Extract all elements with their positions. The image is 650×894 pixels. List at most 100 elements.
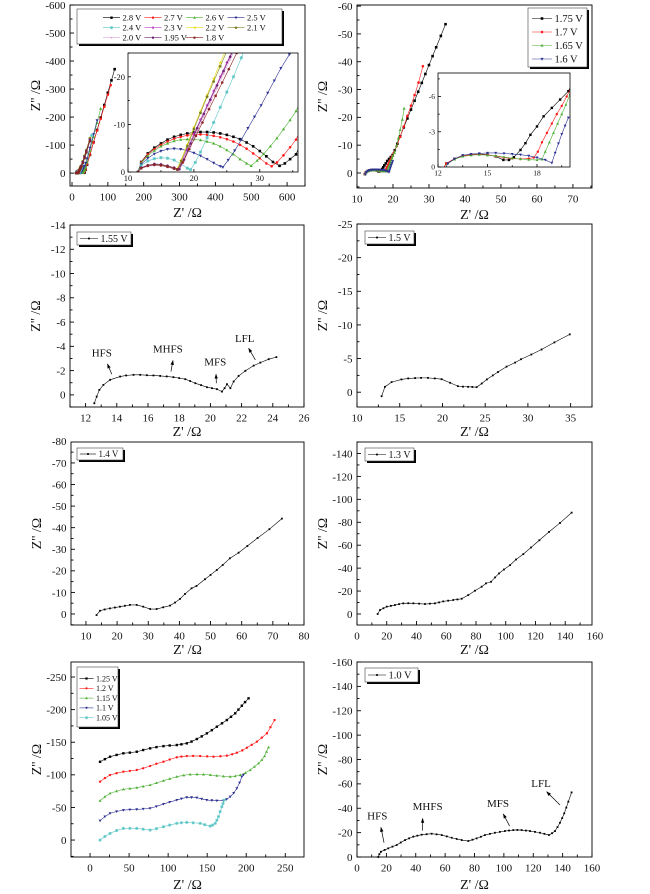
legend-entry: 1.95 V xyxy=(144,33,188,43)
y-tick-label: -200 xyxy=(46,704,67,716)
data-point xyxy=(159,142,163,145)
data-point xyxy=(508,829,510,832)
data-point xyxy=(570,791,573,794)
x-axis-label: Z' /Ω xyxy=(460,425,489,440)
data-point xyxy=(210,799,214,802)
data-point xyxy=(577,69,579,71)
data-point xyxy=(228,55,232,59)
data-point xyxy=(522,553,525,556)
x-tick-label: 120 xyxy=(525,863,542,875)
data-point xyxy=(271,160,275,164)
legend-label: 2.0 V xyxy=(123,33,143,43)
legend-marker xyxy=(193,36,196,39)
legend-marker xyxy=(376,453,378,456)
data-point xyxy=(251,152,255,155)
data-point xyxy=(208,773,212,777)
data-point xyxy=(380,395,383,398)
data-point xyxy=(90,133,94,137)
data-point xyxy=(103,834,107,839)
legend-marker xyxy=(85,677,88,680)
data-point xyxy=(208,824,212,828)
y-tick-label: -160 xyxy=(332,657,353,669)
data-point xyxy=(198,154,203,158)
series-line xyxy=(99,719,275,782)
data-point xyxy=(232,792,236,795)
data-point xyxy=(128,751,132,754)
y-tick-label: -40 xyxy=(52,523,67,535)
data-point xyxy=(409,104,413,107)
data-point xyxy=(275,356,278,359)
series-1-5-v xyxy=(380,333,571,398)
data-point xyxy=(250,743,253,747)
legend-marker xyxy=(88,237,90,240)
data-point xyxy=(200,735,203,738)
data-point xyxy=(220,81,224,84)
data-point xyxy=(442,172,445,175)
data-point xyxy=(225,754,229,757)
data-point xyxy=(83,156,86,160)
data-point xyxy=(148,747,152,750)
data-point xyxy=(211,77,215,81)
data-point xyxy=(420,81,424,85)
legend-marker xyxy=(85,716,88,720)
legend-marker xyxy=(376,674,378,676)
data-point xyxy=(288,118,292,122)
x-axis-label: Z' /Ω xyxy=(173,643,202,658)
data-point xyxy=(210,728,214,732)
annotation-lfl: LFL xyxy=(531,778,561,806)
data-point xyxy=(162,606,165,609)
data-point xyxy=(181,161,184,164)
annotation-arrow xyxy=(248,347,256,361)
legend-marker xyxy=(192,26,196,30)
y-tick-label: -40 xyxy=(338,57,353,69)
data-point xyxy=(494,151,498,155)
legend: 1.55 V xyxy=(76,231,133,247)
data-point xyxy=(220,722,224,725)
data-point xyxy=(175,821,179,825)
data-point xyxy=(238,781,242,785)
data-point xyxy=(294,109,298,113)
data-point xyxy=(413,99,416,102)
legend-label: 1.0 V xyxy=(389,671,413,682)
data-point xyxy=(560,112,564,116)
legend-entry: 2.0 V xyxy=(103,33,142,43)
data-point xyxy=(226,383,228,386)
x-tick-label: 20 xyxy=(387,194,399,206)
data-point xyxy=(148,783,152,787)
data-point xyxy=(132,373,135,376)
data-point xyxy=(201,121,204,124)
data-point xyxy=(115,789,119,793)
series-line xyxy=(137,106,298,172)
data-point xyxy=(231,75,236,79)
data-point xyxy=(484,834,486,836)
data-point xyxy=(185,166,189,170)
legend-box xyxy=(76,231,132,246)
inset-y-tick-label: -10 xyxy=(114,119,125,129)
data-point xyxy=(141,807,145,811)
data-point xyxy=(252,115,257,119)
legend-marker xyxy=(540,30,544,34)
data-point xyxy=(420,376,422,379)
x-tick-label: 10 xyxy=(80,631,92,643)
x-tick-label: 60 xyxy=(236,631,248,643)
data-point xyxy=(218,64,222,68)
data-point xyxy=(268,144,272,148)
data-point xyxy=(179,597,181,600)
data-point xyxy=(529,133,532,137)
data-point xyxy=(494,831,496,834)
data-point xyxy=(227,67,231,71)
data-point xyxy=(102,105,106,109)
legend-box xyxy=(76,666,119,728)
data-point xyxy=(121,787,125,791)
data-point xyxy=(190,587,193,590)
data-point xyxy=(135,604,138,606)
data-point xyxy=(214,94,217,98)
data-point xyxy=(103,815,107,819)
legend-entry: 1.2 V xyxy=(79,684,114,693)
legend-label: 1.2 V xyxy=(96,684,114,693)
data-point xyxy=(204,578,206,581)
data-point xyxy=(95,129,99,132)
data-point xyxy=(235,787,239,790)
data-point xyxy=(404,839,406,841)
data-point xyxy=(146,157,150,160)
